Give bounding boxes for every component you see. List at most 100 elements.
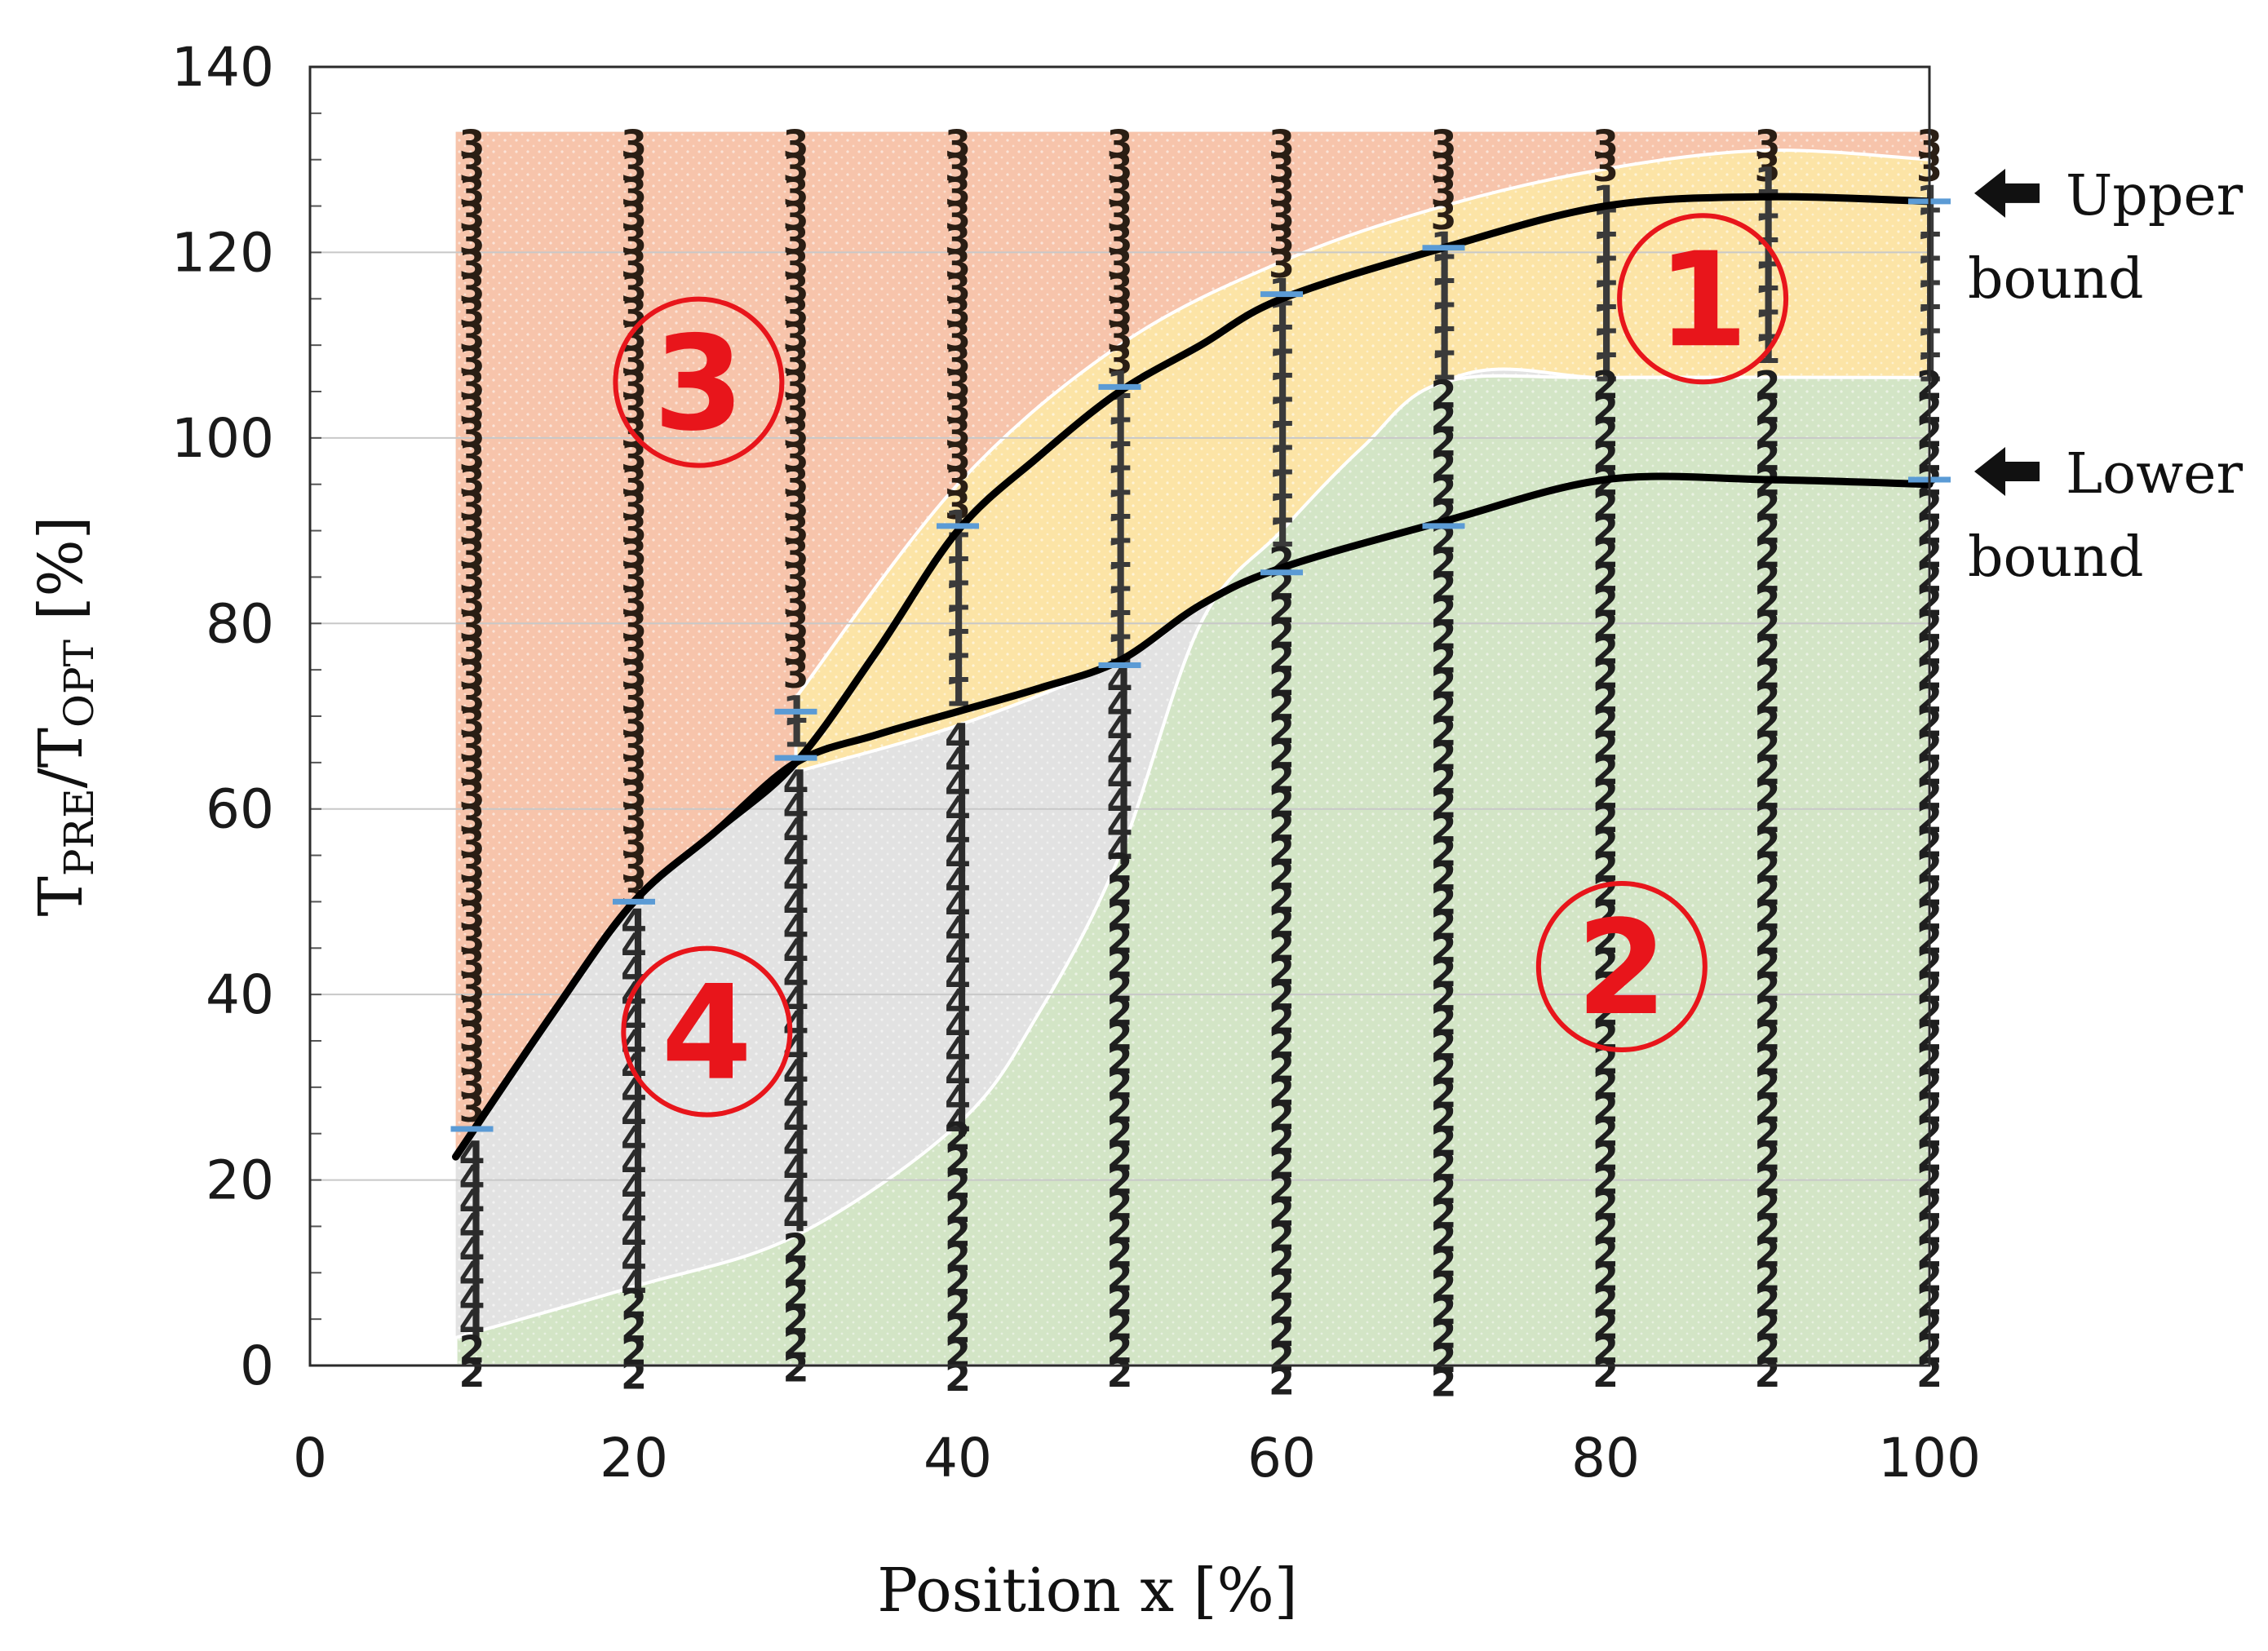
- digit-mark-2: 2: [1430, 421, 1456, 465]
- digit-mark-2: 2: [1592, 701, 1619, 745]
- digit-mark-1: 1: [1269, 487, 1295, 531]
- digit-mark-3: 3: [782, 628, 808, 672]
- bound-label-line2: bound: [1968, 247, 2144, 312]
- digit-mark-4: 4: [621, 1118, 647, 1162]
- digit-mark-3: 3: [458, 821, 485, 865]
- digit-mark-3: 3: [621, 242, 647, 286]
- digit-mark-2: 2: [1430, 1096, 1456, 1140]
- digit-mark-2: 2: [1592, 942, 1619, 986]
- digit-mark-2: 2: [1106, 918, 1132, 962]
- digit-mark-1: 1: [1430, 321, 1456, 365]
- digit-mark-3: 3: [1592, 146, 1619, 190]
- digit-mark-3: 3: [458, 194, 485, 238]
- digit-mark-2: 2: [1754, 701, 1780, 745]
- digit-mark-1: 1: [1269, 343, 1295, 387]
- digit-mark-3: 3: [458, 1062, 485, 1106]
- digit-mark-2: 2: [1754, 870, 1780, 914]
- arrow-left-icon: [1974, 447, 2040, 497]
- digit-mark-2: 2: [1592, 507, 1619, 551]
- digit-mark-2: 2: [782, 1322, 808, 1366]
- digit-mark-3: 3: [621, 749, 647, 793]
- digit-mark-3: 3: [1269, 170, 1295, 215]
- digit-mark-4: 4: [782, 810, 808, 854]
- digit-mark-3: 3: [458, 676, 485, 720]
- digit-mark-2: 2: [1592, 1062, 1619, 1106]
- digit-mark-2: 2: [1269, 1263, 1295, 1307]
- digit-mark-4: 4: [458, 1254, 485, 1298]
- digit-mark-3: 3: [1269, 194, 1295, 238]
- digit-mark-4: 4: [1106, 804, 1132, 848]
- digit-mark-2: 2: [1592, 725, 1619, 769]
- digit-mark-3: 3: [458, 267, 485, 311]
- digit-mark-2: 2: [1592, 628, 1619, 672]
- digit-mark-3: 3: [945, 339, 971, 383]
- digit-mark-1: 1: [1269, 318, 1295, 362]
- digit-mark-4: 4: [945, 1053, 971, 1097]
- digit-mark-1: 1: [945, 599, 971, 643]
- digit-mark-2: 2: [1269, 1311, 1295, 1355]
- digit-mark-1: 1: [1592, 226, 1619, 270]
- digit-mark-3: 3: [458, 556, 485, 600]
- digit-mark-1: 1: [1106, 532, 1132, 576]
- digit-mark-2: 2: [1754, 797, 1780, 841]
- digit-mark-4: 4: [621, 1239, 647, 1283]
- digit-mark-2: 2: [1269, 635, 1295, 679]
- digit-mark-3: 3: [945, 411, 971, 455]
- digit-mark-2: 2: [1592, 773, 1619, 817]
- digit-mark-2: 2: [1430, 445, 1456, 489]
- digit-mark-3: 3: [458, 1014, 485, 1058]
- region-labels: 1 2 3 4: [613, 213, 1789, 1118]
- region-label-3: 3: [653, 308, 744, 460]
- digit-mark-3: 3: [621, 484, 647, 528]
- digit-mark-3: 3: [621, 363, 647, 407]
- digit-mark-2: 2: [1754, 1111, 1780, 1155]
- digit-mark-3: 3: [782, 484, 808, 528]
- digit-mark-2: 2: [621, 1305, 647, 1349]
- series-line-lower-bound: [452, 472, 1934, 1161]
- digit-mark-3: 3: [621, 797, 647, 841]
- digit-mark-3: 3: [458, 749, 485, 793]
- digit-mark-2: 2: [1754, 773, 1780, 817]
- digit-mark-2: 2: [1754, 411, 1780, 455]
- digit-mark-2: 2: [1269, 756, 1295, 800]
- digit-mark-2: 2: [1754, 966, 1780, 1010]
- digit-mark-3: 3: [458, 580, 485, 624]
- digit-mark-3: 3: [1106, 146, 1132, 190]
- digit-mark-4: 4: [782, 883, 808, 927]
- digit-mark-2: 2: [1269, 1215, 1295, 1259]
- digit-mark-2: 2: [1430, 927, 1456, 971]
- digit-mark-4: 4: [1106, 733, 1132, 777]
- digit-mark-3: 3: [458, 436, 485, 480]
- digit-mark-2: 2: [782, 1346, 808, 1390]
- digit-mark-3: 3: [1430, 194, 1456, 238]
- x-tick-label: 100: [1878, 1427, 1981, 1489]
- digit-mark-3: 3: [945, 315, 971, 359]
- y-tick-label: 60: [206, 778, 274, 841]
- digit-mark-3: 3: [458, 845, 485, 889]
- digit-mark-3: 3: [782, 242, 808, 286]
- digit-mark-3: 3: [621, 146, 647, 190]
- digit-mark-2: 2: [1754, 942, 1780, 986]
- digit-mark-2: 2: [1754, 749, 1780, 793]
- digit-mark-2: 2: [1269, 998, 1295, 1042]
- digit-mark-3: 3: [458, 459, 485, 503]
- digit-mark-2: 2: [1269, 1070, 1295, 1114]
- digit-mark-3: 3: [945, 242, 971, 286]
- digit-mark-4: 4: [1106, 708, 1132, 752]
- digit-mark-2: 2: [1269, 1239, 1295, 1283]
- digit-mark-2: 2: [1754, 507, 1780, 551]
- digit-mark-2: 2: [1430, 976, 1456, 1020]
- digit-mark-1: 1: [1269, 511, 1295, 555]
- digit-mark-2: 2: [1106, 1352, 1132, 1396]
- y-tick-label: 120: [171, 221, 274, 284]
- digit-mark-3: 3: [621, 219, 647, 263]
- digit-mark-2: 2: [1430, 758, 1456, 802]
- digit-mark-2: 2: [1430, 855, 1456, 899]
- x-axis-title: Position x [%]: [877, 1556, 1297, 1626]
- digit-mark-2: 2: [1106, 1135, 1132, 1179]
- digit-mark-3: 3: [458, 966, 485, 1010]
- digit-mark-3: 3: [458, 990, 485, 1034]
- digit-mark-2: 2: [1592, 387, 1619, 432]
- digit-mark-2: 2: [1592, 893, 1619, 937]
- digit-mark-3: 3: [1592, 122, 1619, 166]
